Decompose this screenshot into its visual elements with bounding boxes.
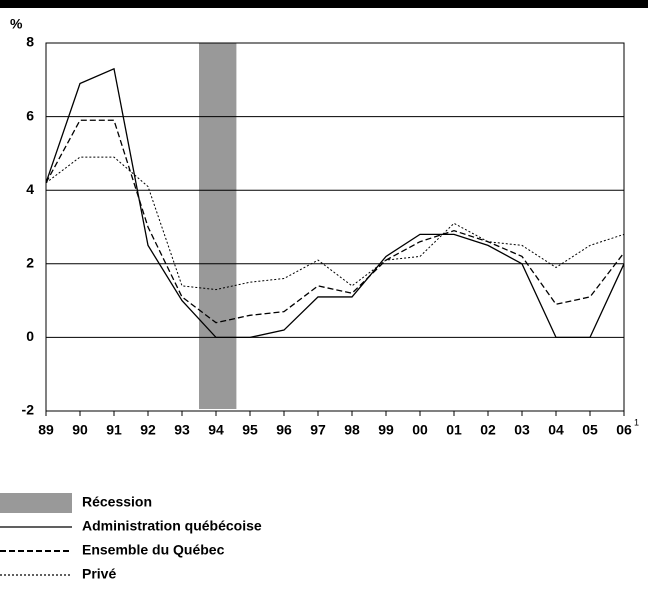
plot-frame — [45, 42, 625, 412]
x-tick-label: 03 — [514, 422, 530, 438]
top-bar — [0, 0, 648, 8]
x-tick-label: 01 — [446, 422, 462, 438]
y-tick-label: 2 — [26, 255, 34, 271]
series-line — [45, 119, 625, 324]
y-tick-label: 4 — [26, 181, 34, 197]
series-line — [45, 67, 625, 339]
y-tick-label: 0 — [26, 328, 34, 344]
x-tick-label: 94 — [208, 422, 224, 438]
x-tick-label: 97 — [310, 422, 326, 438]
y-tick-label: 6 — [26, 107, 34, 123]
x-tick-label: 05 — [582, 422, 598, 438]
x-tick-label: 93 — [174, 422, 190, 438]
x-tick-label: 06 — [616, 422, 632, 438]
x-tick-label: 02 — [480, 422, 496, 438]
legend-label: Administration québécoise — [82, 518, 262, 534]
series-line — [45, 156, 625, 291]
x-tick-label: 95 — [242, 422, 258, 438]
legend-swatch — [0, 493, 72, 513]
x-tick-label: 00 — [412, 422, 428, 438]
x-tick-label: 89 — [38, 422, 54, 438]
x-tick-label: 96 — [276, 422, 292, 438]
x-note: 1 — [634, 417, 639, 427]
x-tick-label: 92 — [140, 422, 156, 438]
x-tick-label: 04 — [548, 422, 564, 438]
x-tick-label: 90 — [72, 422, 88, 438]
x-tick-label: 91 — [106, 422, 122, 438]
y-unit: % — [10, 16, 23, 32]
y-tick-label: 8 — [26, 34, 34, 50]
legend-label: Privé — [82, 566, 116, 582]
x-tick-label: 98 — [344, 422, 360, 438]
legend-label: Récession — [82, 494, 152, 510]
recession-band — [199, 43, 237, 409]
y-tick-label: -2 — [22, 402, 35, 418]
legend-label: Ensemble du Québec — [82, 542, 225, 558]
x-tick-label: 99 — [378, 422, 394, 438]
